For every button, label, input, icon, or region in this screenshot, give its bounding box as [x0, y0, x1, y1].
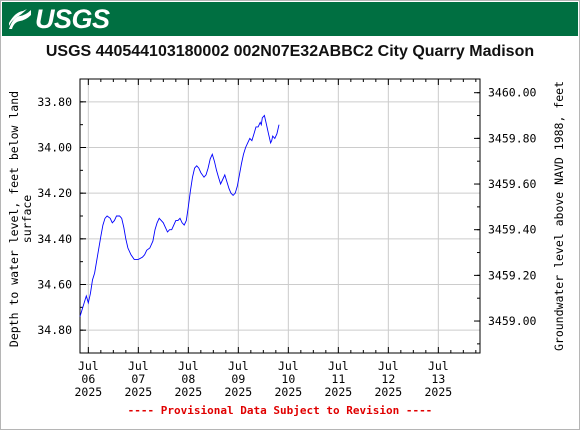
- x-tick-label-month: Jul: [228, 359, 249, 373]
- x-tick-label-month: Jul: [378, 359, 399, 373]
- y-tick-label: 34.40: [37, 232, 72, 246]
- y2-tick-label: 3459.20: [488, 268, 537, 282]
- x-tick-label-day: 11: [331, 372, 345, 386]
- x-tick-label-day: 09: [231, 372, 245, 386]
- y-tick-label: 34.20: [37, 186, 72, 200]
- y-axis-ticks: 33.80 34.00 34.20 34.40 34.60 34.80: [37, 95, 86, 337]
- x-tick-label-year: 2025: [174, 385, 202, 399]
- provisional-data-note: ---- Provisional Data Subject to Revisio…: [127, 404, 433, 417]
- x-tick-label-day: 10: [281, 372, 295, 386]
- y-tick-label: 33.80: [37, 95, 72, 109]
- y2-tick-label: 3459.40: [488, 223, 537, 237]
- x-axis-ticks: Jul062025Jul072025Jul082025Jul092025Jul1…: [74, 79, 477, 399]
- x-tick-label-month: Jul: [278, 359, 299, 373]
- chart-title: USGS 440544103180002 002N07E32ABBC2 City…: [45, 43, 535, 60]
- usgs-logo-icon: [9, 9, 31, 29]
- x-tick-label-year: 2025: [224, 385, 252, 399]
- y-tick-label: 34.00: [37, 141, 72, 155]
- x-tick-label-month: Jul: [428, 359, 449, 373]
- x-tick-label-day: 12: [381, 372, 395, 386]
- x-tick-label-month: Jul: [178, 359, 199, 373]
- y2-tick-label: 3459.00: [488, 314, 537, 328]
- x-tick-label-month: Jul: [128, 359, 149, 373]
- usgs-logo-text: USGS: [35, 3, 110, 34]
- y2-tick-label: 3459.80: [488, 131, 537, 145]
- x-tick-label-month: Jul: [328, 359, 349, 373]
- x-tick-label-year: 2025: [324, 385, 352, 399]
- x-tick-label-month: Jul: [78, 359, 99, 373]
- x-tick-label-year: 2025: [374, 385, 402, 399]
- y-tick-label: 34.60: [37, 278, 72, 292]
- usgs-banner: USGS: [2, 2, 578, 36]
- x-tick-label-year: 2025: [424, 385, 452, 399]
- x-tick-label-year: 2025: [274, 385, 302, 399]
- grid-lines: [80, 79, 480, 353]
- x-tick-label-day: 06: [81, 372, 95, 386]
- usgs-logo[interactable]: USGS: [8, 4, 110, 34]
- y-axis-label: Depth to water level, feet below landsur…: [7, 91, 34, 347]
- x-tick-label-year: 2025: [124, 385, 152, 399]
- y2-tick-label: 3460.00: [488, 86, 537, 100]
- y2-axis-ticks: 3460.00 3459.80 3459.60 3459.40 3459.20 3459.…: [474, 86, 537, 345]
- x-tick-label-day: 13: [431, 372, 445, 386]
- y2-tick-label: 3459.60: [488, 177, 537, 191]
- x-tick-label-day: 08: [181, 372, 195, 386]
- x-tick-label-day: 07: [131, 372, 145, 386]
- y-tick-label: 34.80: [37, 323, 72, 337]
- y2-axis-label: Groundwater level above NAVD 1988, feet: [552, 81, 566, 351]
- x-tick-label-year: 2025: [74, 385, 102, 399]
- water-level-series-line: [79, 114, 280, 317]
- plot-area-border: [79, 78, 481, 354]
